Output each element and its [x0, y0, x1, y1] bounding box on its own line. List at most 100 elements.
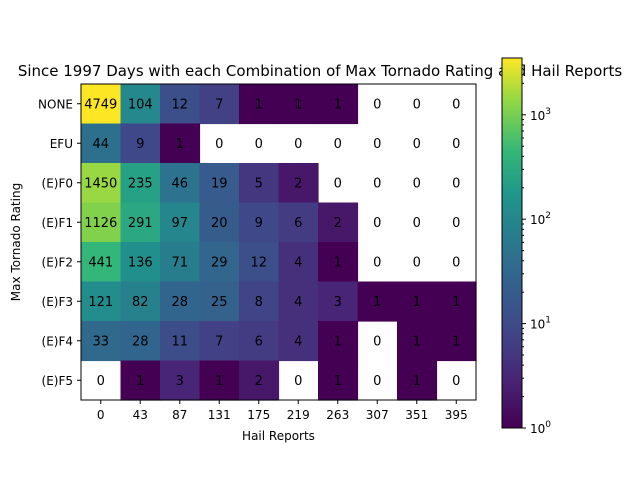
heatmap-cell: [199, 242, 240, 283]
heatmap-cell: [436, 281, 477, 322]
heatmap-cell: [199, 163, 240, 204]
heatmap-cell: [318, 202, 359, 243]
y-axis-label: Max Tornado Rating: [9, 183, 23, 301]
cell-value-label: 9: [136, 137, 144, 152]
heatmap-cell: [199, 281, 240, 322]
cell-value-label: 33: [92, 334, 109, 349]
cell-value-label: 11: [171, 334, 188, 349]
cell-value-label: 0: [452, 216, 460, 231]
x-axis-label: Hail Reports: [242, 429, 315, 443]
cell-value-label: 1: [136, 374, 144, 389]
cell-value-label: 0: [452, 97, 460, 112]
cell-value-label: 0: [413, 216, 421, 231]
heatmap-cell: [160, 163, 201, 204]
cell-value-label: 0: [413, 255, 421, 270]
heatmap-cell: [239, 360, 280, 401]
cell-value-label: 121: [88, 295, 113, 310]
y-tick-label: EFU: [50, 137, 73, 151]
heatmap-cell: [81, 163, 122, 204]
heatmap-cell: [199, 84, 240, 125]
y-tick-label: (E)F5: [42, 374, 73, 388]
colorbar: 100 101 102 103: [501, 57, 551, 436]
heatmap-cell: [278, 281, 319, 322]
cell-value-label: 1: [334, 374, 342, 389]
heatmap-cell: [120, 202, 161, 243]
heatmap-cell: [160, 281, 201, 322]
cell-value-label: 82: [132, 295, 149, 310]
heatmap-cell: [120, 321, 161, 362]
heatmap-cell: [160, 84, 201, 125]
cell-value-label: 4: [294, 295, 302, 310]
x-tick-label: 175: [247, 408, 270, 422]
x-tick-label: 395: [445, 408, 468, 422]
chart-title: Since 1997 Days with each Combination of…: [18, 62, 623, 80]
cell-value-label: 1: [373, 295, 381, 310]
cell-value-label: 441: [88, 255, 113, 270]
heatmap-cell: [397, 281, 438, 322]
cell-value-label: 20: [211, 216, 228, 231]
colorbar-tick-label: 102: [530, 211, 551, 227]
heatmap-cell: [120, 84, 161, 125]
y-tick-label: (E)F3: [42, 295, 73, 309]
cell-value-label: 1: [452, 334, 460, 349]
heatmap-cell: [160, 123, 201, 164]
cell-value-label: 25: [211, 295, 228, 310]
cell-value-label: 97: [171, 216, 188, 231]
heatmap-cell: [397, 360, 438, 401]
heatmap-cell: [318, 242, 359, 283]
cell-value-label: 9: [255, 216, 263, 231]
x-tick-label: 131: [208, 408, 231, 422]
cell-value-label: 7: [215, 334, 223, 349]
cell-value-label: 4: [294, 334, 302, 349]
y-tick-label: (E)F2: [42, 255, 73, 269]
cell-value-label: 235: [128, 176, 153, 191]
cell-value-label: 0: [452, 255, 460, 270]
cell-value-label: 0: [334, 137, 342, 152]
heatmap-cell: [160, 202, 201, 243]
heatmap-cell: [199, 360, 240, 401]
cell-value-label: 4749: [84, 97, 117, 112]
cell-value-label: 28: [132, 334, 149, 349]
cell-value-label: 2: [294, 176, 302, 191]
heatmap-cell: [357, 281, 398, 322]
cell-value-label: 0: [452, 137, 460, 152]
heatmap-cell: [120, 281, 161, 322]
cell-value-label: 6: [255, 334, 263, 349]
cell-value-label: 71: [171, 255, 188, 270]
x-tick-label: 87: [172, 408, 187, 422]
heatmap-cell: [81, 84, 122, 125]
cell-value-label: 1: [255, 97, 263, 112]
cell-value-label: 136: [128, 255, 153, 270]
cell-value-label: 7: [215, 97, 223, 112]
heatmap-cell: [199, 202, 240, 243]
cell-value-label: 0: [373, 255, 381, 270]
cell-value-label: 0: [413, 97, 421, 112]
heatmap-cell: [81, 242, 122, 283]
heatmap-cell: [81, 123, 122, 164]
heatmap-cell: [160, 242, 201, 283]
cell-value-label: 0: [97, 374, 105, 389]
x-tick-label: 219: [287, 408, 310, 422]
cell-value-label: 291: [128, 216, 153, 231]
cell-value-label: 0: [294, 137, 302, 152]
cell-value-label: 0: [373, 334, 381, 349]
heatmap-cell: [278, 84, 319, 125]
heatmap-cell: [318, 321, 359, 362]
cell-value-label: 0: [294, 374, 302, 389]
cell-value-label: 1: [334, 334, 342, 349]
cell-value-label: 6: [294, 216, 302, 231]
cell-value-label: 1: [413, 295, 421, 310]
colorbar-tick-label: 101: [530, 316, 551, 332]
cell-value-label: 3: [176, 374, 184, 389]
cell-value-label: 0: [373, 176, 381, 191]
heatmap-cell: [278, 202, 319, 243]
colorbar-tick-label: 100: [530, 420, 551, 436]
cell-value-label: 29: [211, 255, 228, 270]
x-tick-label: 0: [97, 408, 105, 422]
heatmap-cell: [278, 321, 319, 362]
heatmap-cell: [239, 84, 280, 125]
heatmap-cell: [120, 163, 161, 204]
cell-value-label: 0: [452, 176, 460, 191]
heatmap-cell: [160, 360, 201, 401]
